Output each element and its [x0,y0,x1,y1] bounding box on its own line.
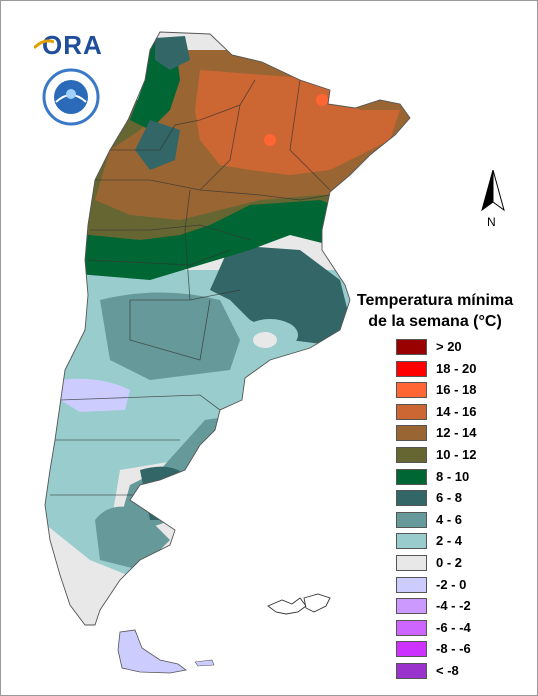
legend-label: 18 - 20 [436,360,477,376]
legend-label: 0 - 2 [436,554,463,570]
legend-swatch [396,339,427,355]
logo-swoosh-icon [34,39,54,50]
legend-label: > 20 [436,339,462,354]
north-label: N [487,215,496,229]
ora-logo: ORA [42,30,103,60]
legend-label: -8 - -6 [436,641,471,657]
legend-swatch [396,360,427,377]
legend-label: 8 - 10 [436,468,470,484]
legend-label: 16 - 18 [436,382,477,398]
legend-title-line2: de la semana (°C) [368,313,502,330]
malvinas-islands [267,593,331,615]
legend-swatch [396,554,427,571]
legend-label: -4 - -2 [436,598,471,614]
legend-label: 10 - 12 [436,446,477,462]
legend-label: -2 - 0 [436,576,467,592]
north-arrow-icon [481,170,505,212]
legend-label: 14 - 16 [436,403,477,419]
legend-label: 6 - 8 [436,490,463,506]
smn-emblem-icon [42,68,100,126]
legend-swatch [396,511,427,528]
legend-label: -6 - -4 [436,619,471,635]
legend-title-line1: Temperatura mínima [356,292,514,309]
legend-swatch [396,403,427,420]
legend-label: 2 - 4 [436,533,463,549]
legend-label: 4 - 6 [436,511,463,527]
legend-title: Temperatura mínima de la semana (°C) [340,290,530,332]
legend-swatch [396,576,427,593]
legend-swatch [396,619,427,636]
legend-swatch [396,425,427,442]
legend-swatch [396,533,427,550]
legend-swatch [396,468,427,485]
legend-swatch [396,662,427,679]
legend-label: < -8 [436,662,459,678]
legend-swatch [396,382,427,399]
legend-label: 12 - 14 [436,425,477,441]
legend-swatch [396,490,427,507]
legend-swatch [396,446,427,463]
tierra-del-fuego [117,629,187,674]
legend-swatch [396,641,427,658]
legend-swatch [396,598,427,615]
